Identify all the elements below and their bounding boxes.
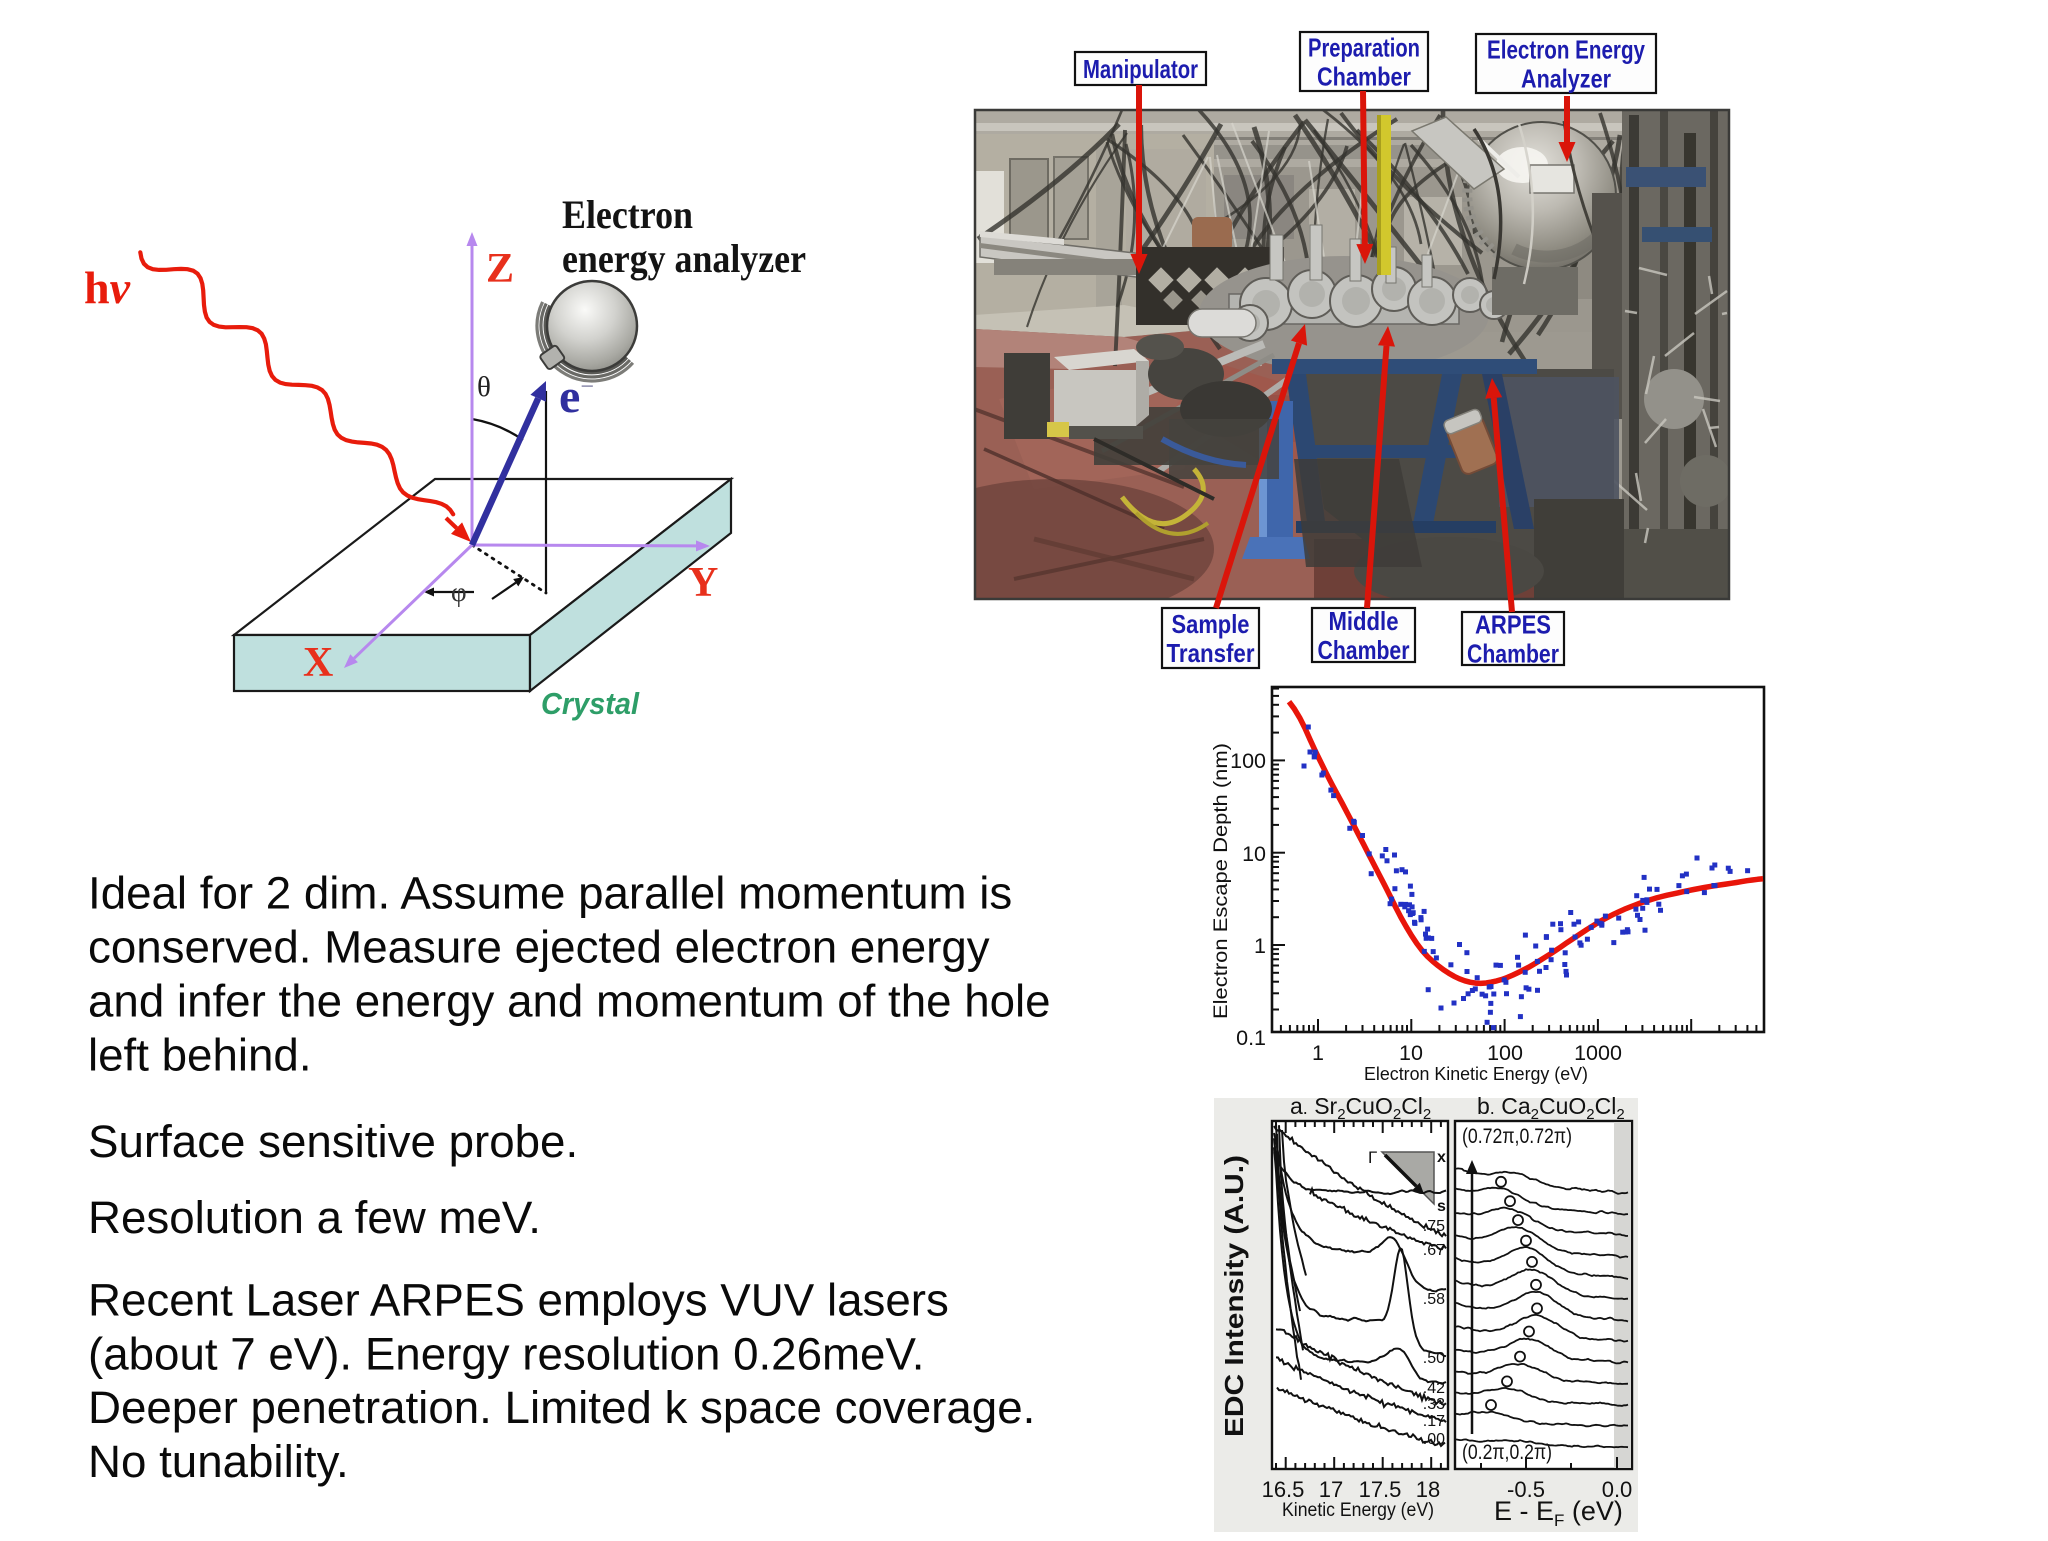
svg-text:1: 1 (1312, 1041, 1324, 1065)
svg-text:Manipulator: Manipulator (1083, 54, 1198, 84)
svg-text:.17: .17 (1423, 1413, 1445, 1430)
svg-text:10: 10 (1399, 1041, 1423, 1065)
svg-text:100: 100 (1487, 1041, 1523, 1065)
svg-text:Transfer: Transfer (1167, 638, 1255, 668)
svg-text:.33: .33 (1423, 1396, 1445, 1413)
svg-text:b. Ca2CuO2Cl2: b. Ca2CuO2Cl2 (1477, 1093, 1625, 1123)
svg-text:1000: 1000 (1574, 1041, 1622, 1065)
svg-text:Crystal: Crystal (541, 686, 640, 721)
svg-text:φ: φ (451, 577, 467, 607)
svg-text:0.0: 0.0 (1602, 1477, 1633, 1502)
svg-text:Z: Z (486, 246, 514, 292)
svg-text:s: s (1437, 1198, 1446, 1215)
svg-text:(0.2π,0.2π): (0.2π,0.2π) (1462, 1441, 1552, 1464)
svg-text:Chamber: Chamber (1318, 635, 1410, 665)
svg-text:.67: .67 (1423, 1242, 1445, 1259)
svg-text:Recent Laser ARPES employs VUV: Recent Laser ARPES employs VUV lasers (88, 1275, 949, 1326)
svg-text:17: 17 (1319, 1477, 1343, 1502)
svg-text:18: 18 (1416, 1477, 1440, 1502)
svg-text:10: 10 (1242, 842, 1266, 866)
svg-text:.75: .75 (1423, 1218, 1445, 1235)
svg-text:Electron Escape Depth (nm): Electron Escape Depth (nm) (1211, 743, 1232, 1019)
svg-text:energy analyzer: energy analyzer (562, 236, 806, 281)
svg-text:1: 1 (1254, 934, 1266, 958)
svg-text:Middle: Middle (1329, 606, 1399, 636)
svg-text:Surface sensitive probe.: Surface sensitive probe. (88, 1116, 578, 1167)
svg-text:.00: .00 (1423, 1431, 1445, 1448)
svg-text:hv: hv (84, 262, 131, 313)
svg-text:a. Sr2CuO2Cl2: a. Sr2CuO2Cl2 (1290, 1093, 1431, 1123)
svg-text:Y: Y (688, 560, 718, 606)
svg-text:Electron: Electron (562, 192, 693, 237)
svg-text:0.1: 0.1 (1236, 1026, 1266, 1050)
svg-text:Preparation: Preparation (1308, 32, 1420, 62)
svg-text:Kinetic Energy (eV): Kinetic Energy (eV) (1282, 1500, 1434, 1521)
svg-text:Resolution a few meV.: Resolution a few meV. (88, 1192, 541, 1243)
svg-text:Sample: Sample (1172, 609, 1250, 639)
svg-text:ARPES: ARPES (1475, 609, 1551, 639)
svg-text:.42: .42 (1423, 1380, 1445, 1397)
svg-text:Electron Kinetic Energy (eV): Electron Kinetic Energy (eV) (1364, 1064, 1588, 1084)
svg-text:X: X (303, 640, 333, 686)
svg-text:Analyzer: Analyzer (1521, 63, 1611, 93)
svg-text:16.5: 16.5 (1262, 1477, 1305, 1502)
svg-text:.50: .50 (1423, 1350, 1445, 1367)
svg-text:e−: e− (559, 370, 594, 423)
svg-text:Chamber: Chamber (1467, 638, 1559, 668)
svg-text:x: x (1437, 1149, 1446, 1166)
svg-text:and infer the energy and momen: and infer the energy and momentum of the… (88, 976, 1051, 1027)
svg-text:Ideal for 2 dim. Assume parall: Ideal for 2 dim. Assume parallel momentu… (88, 868, 1012, 919)
svg-text:Γ: Γ (1368, 1148, 1377, 1167)
svg-text:θ: θ (477, 371, 491, 403)
svg-text:Chamber: Chamber (1317, 61, 1411, 91)
svg-text:conserved. Measure ejected ele: conserved. Measure ejected electron ener… (88, 922, 990, 973)
svg-text:Deeper penetration. Limited k: Deeper penetration. Limited k space cove… (88, 1382, 1035, 1433)
svg-text:(0.72π,0.72π): (0.72π,0.72π) (1462, 1125, 1572, 1148)
svg-text:(about 7 eV). Energy resolutio: (about 7 eV). Energy resolution 0.26meV. (88, 1328, 924, 1379)
svg-text:17.5: 17.5 (1359, 1477, 1402, 1502)
svg-text:No tunability.: No tunability. (88, 1436, 349, 1487)
svg-text:EDC Intensity (A.U.): EDC Intensity (A.U.) (1219, 1155, 1249, 1437)
svg-text:Electron Energy: Electron Energy (1487, 34, 1645, 64)
svg-text:-0.5: -0.5 (1507, 1477, 1545, 1502)
svg-text:100: 100 (1230, 749, 1266, 773)
svg-text:.58: .58 (1423, 1291, 1445, 1308)
svg-text:left behind.: left behind. (88, 1030, 312, 1081)
